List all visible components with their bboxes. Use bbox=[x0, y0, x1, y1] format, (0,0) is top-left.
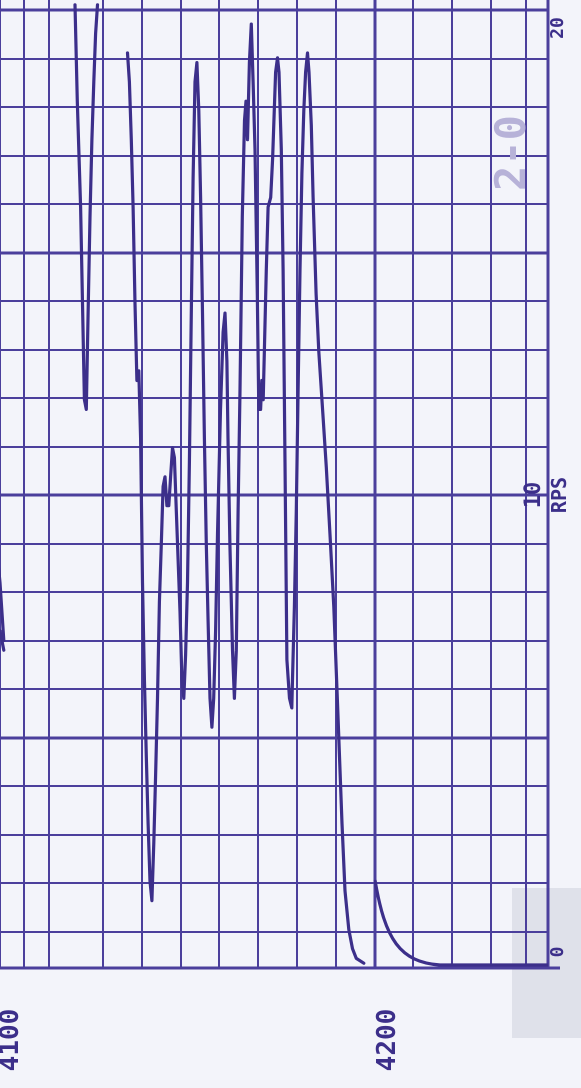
trace-group bbox=[0, 3, 548, 967]
value-tick-label-10: 10 bbox=[521, 482, 546, 509]
major-grid bbox=[0, 0, 560, 970]
handwritten-annotation: 2-0 bbox=[486, 115, 535, 191]
series-line-3 bbox=[0, 629, 6, 652]
series-line-0 bbox=[125, 22, 366, 965]
value-tick-label-0: 0 bbox=[547, 947, 568, 958]
value-axis-caption: RPS bbox=[547, 477, 571, 513]
series-line-1 bbox=[73, 3, 100, 411]
tick-label-group: 20 10 0 RPS 2-0 4100 4200 bbox=[0, 17, 571, 1071]
position-tick-label-4200: 4200 bbox=[372, 1009, 402, 1072]
series-tail bbox=[373, 879, 548, 967]
position-tick-label-4100: 4100 bbox=[0, 1009, 25, 1072]
value-tick-label-20: 20 bbox=[547, 17, 568, 39]
